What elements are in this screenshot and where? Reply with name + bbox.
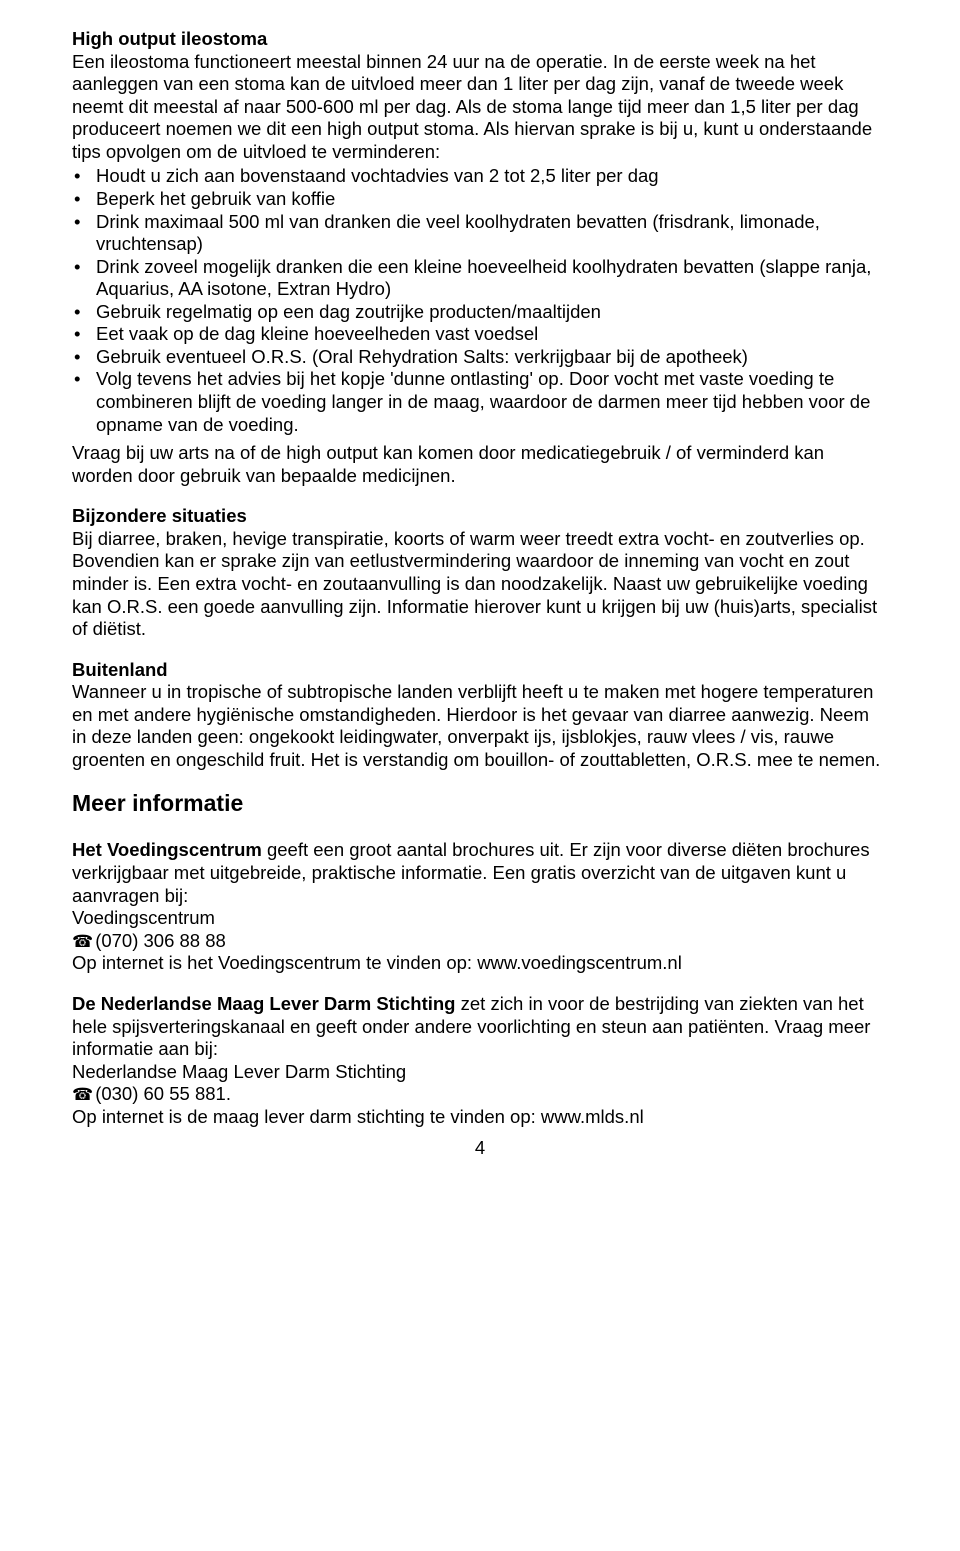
- phone-line: ☎(070) 306 88 88: [72, 930, 888, 953]
- url-line: Op internet is het Voedingscentrum te vi…: [72, 952, 888, 975]
- url-line: Op internet is de maag lever darm sticht…: [72, 1106, 888, 1129]
- list-item: Drink zoveel mogelijk dranken die een kl…: [72, 256, 888, 301]
- text-bold: De Nederlandse Maag Lever Darm Stichting: [72, 993, 455, 1014]
- text-bold: Het Voedingscentrum: [72, 839, 262, 860]
- org-name: Voedingscentrum: [72, 907, 888, 930]
- phone-line: ☎(030) 60 55 881.: [72, 1083, 888, 1106]
- phone-icon: ☎: [72, 932, 93, 953]
- heading-buitenland: Buitenland: [72, 659, 888, 682]
- heading-bijzondere-situaties: Bijzondere situaties: [72, 505, 888, 528]
- org-name: Nederlandse Maag Lever Darm Stichting: [72, 1061, 888, 1084]
- list-item: Eet vaak op de dag kleine hoeveelheden v…: [72, 323, 888, 346]
- heading-meer-informatie: Meer informatie: [72, 789, 888, 817]
- paragraph: Vraag bij uw arts na of de high output k…: [72, 442, 888, 487]
- page-number: 4: [72, 1137, 888, 1160]
- paragraph-voedingscentrum: Het Voedingscentrum geeft een groot aant…: [72, 839, 888, 907]
- heading-high-output: High output ileostoma: [72, 28, 888, 51]
- bullet-list: Houdt u zich aan bovenstaand vochtadvies…: [72, 165, 888, 436]
- document-page: High output ileostoma Een ileostoma func…: [0, 0, 960, 1179]
- list-item: Houdt u zich aan bovenstaand vochtadvies…: [72, 165, 888, 188]
- list-item: Gebruik regelmatig op een dag zoutrijke …: [72, 301, 888, 324]
- paragraph: Bij diarree, braken, hevige transpiratie…: [72, 528, 888, 641]
- list-item: Drink maximaal 500 ml van dranken die ve…: [72, 211, 888, 256]
- list-item: Beperk het gebruik van koffie: [72, 188, 888, 211]
- list-item: Gebruik eventueel O.R.S. (Oral Rehydrati…: [72, 346, 888, 369]
- phone-number: (030) 60 55 881.: [95, 1083, 231, 1104]
- paragraph: Een ileostoma functioneert meestal binne…: [72, 51, 888, 164]
- phone-icon: ☎: [72, 1085, 93, 1106]
- phone-number: (070) 306 88 88: [95, 930, 226, 951]
- paragraph: Wanneer u in tropische of subtropische l…: [72, 681, 888, 771]
- list-item: Volg tevens het advies bij het kopje 'du…: [72, 368, 888, 436]
- paragraph-mlds: De Nederlandse Maag Lever Darm Stichting…: [72, 993, 888, 1061]
